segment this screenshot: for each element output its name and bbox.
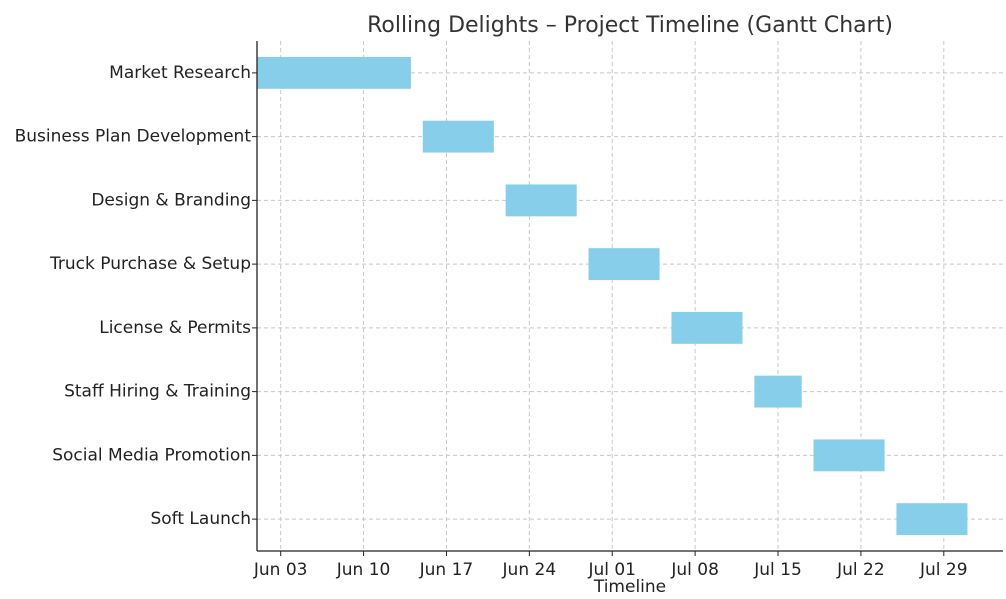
task-bar bbox=[505, 184, 577, 217]
task-bar bbox=[422, 120, 494, 153]
task-label: Social Media Promotion bbox=[52, 445, 251, 465]
task-bar bbox=[671, 311, 743, 344]
label-layer: Jun 03 Jun 10 Jun 17 Jun 24 Jul 01 Jul 08 Jul … bbox=[15, 63, 968, 580]
x-tick-label: Jul 08 bbox=[670, 560, 719, 580]
task-bar bbox=[257, 56, 411, 89]
x-tick-label: Jul 29 bbox=[919, 560, 968, 580]
axis-layer bbox=[252, 41, 1003, 556]
task-label: Soft Launch bbox=[150, 509, 251, 529]
task-label: License & Permits bbox=[99, 318, 251, 338]
grid-layer bbox=[257, 41, 1003, 551]
task-bar bbox=[588, 248, 660, 281]
x-tick-label: Jul 15 bbox=[753, 560, 802, 580]
task-label: Staff Hiring & Training bbox=[64, 382, 251, 402]
x-tick-label: Jun 03 bbox=[253, 560, 308, 580]
x-tick-label: Jun 10 bbox=[336, 560, 391, 580]
x-tick-label: Jul 01 bbox=[587, 560, 636, 580]
task-bar bbox=[896, 503, 968, 536]
x-tick-label: Jun 24 bbox=[502, 560, 557, 580]
task-label: Design & Branding bbox=[91, 190, 251, 210]
bar-layer bbox=[257, 56, 968, 536]
task-label: Truck Purchase & Setup bbox=[49, 254, 251, 274]
x-axis-label: Timeline bbox=[593, 577, 666, 597]
task-label: Business Plan Development bbox=[15, 127, 252, 147]
x-tick-label: Jun 17 bbox=[419, 560, 474, 580]
task-label: Market Research bbox=[109, 63, 251, 83]
task-bar bbox=[813, 439, 885, 472]
chart-title: Rolling Delights – Project Timeline (Gan… bbox=[367, 13, 893, 38]
task-bar bbox=[754, 375, 802, 408]
x-tick-label: Jul 22 bbox=[836, 560, 885, 580]
